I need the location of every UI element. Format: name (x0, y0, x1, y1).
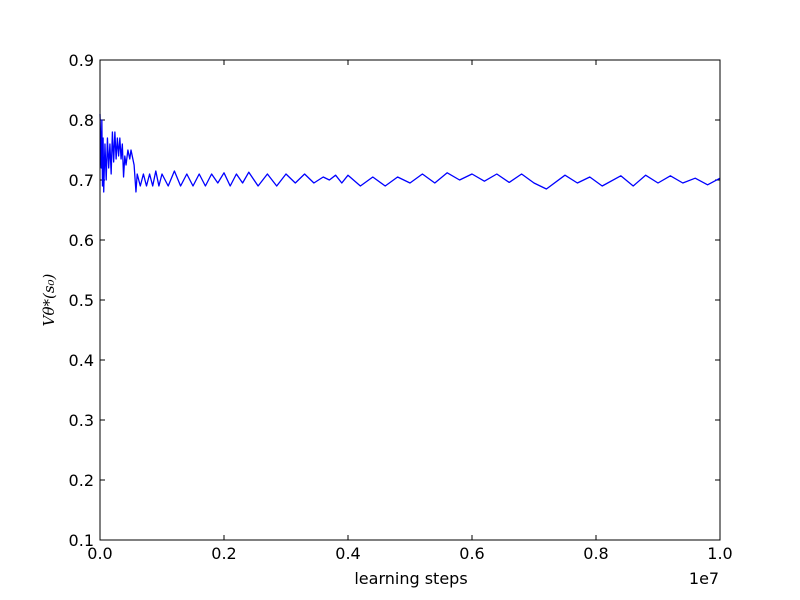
y-axis-label: Vθ*(s₀) (40, 273, 58, 326)
y-tick-label: 0.7 (69, 171, 94, 190)
x-tick-label: 0.2 (211, 544, 236, 563)
x-tick-label: 0.4 (335, 544, 360, 563)
y-tick-label: 0.2 (69, 471, 94, 490)
y-tick-label: 0.4 (69, 351, 94, 370)
y-tick-label: 0.9 (69, 51, 94, 70)
x-tick-label: 0.6 (459, 544, 484, 563)
x-axis-label: learning steps (354, 569, 467, 588)
y-tick-label: 0.5 (69, 291, 94, 310)
x-offset-text: 1e7 (689, 569, 719, 588)
y-tick-label: 0.3 (69, 411, 94, 430)
plot-frame (99, 59, 721, 541)
line-series (99, 113, 721, 193)
y-tick-label: 0.6 (69, 231, 94, 250)
y-tick-label: 0.8 (69, 111, 94, 130)
y-tick-label: 0.1 (69, 531, 94, 550)
x-tick-label: 1.0 (707, 544, 732, 563)
x-tick-label: 0.0 (87, 544, 112, 563)
x-tick-label: 0.8 (583, 544, 608, 563)
